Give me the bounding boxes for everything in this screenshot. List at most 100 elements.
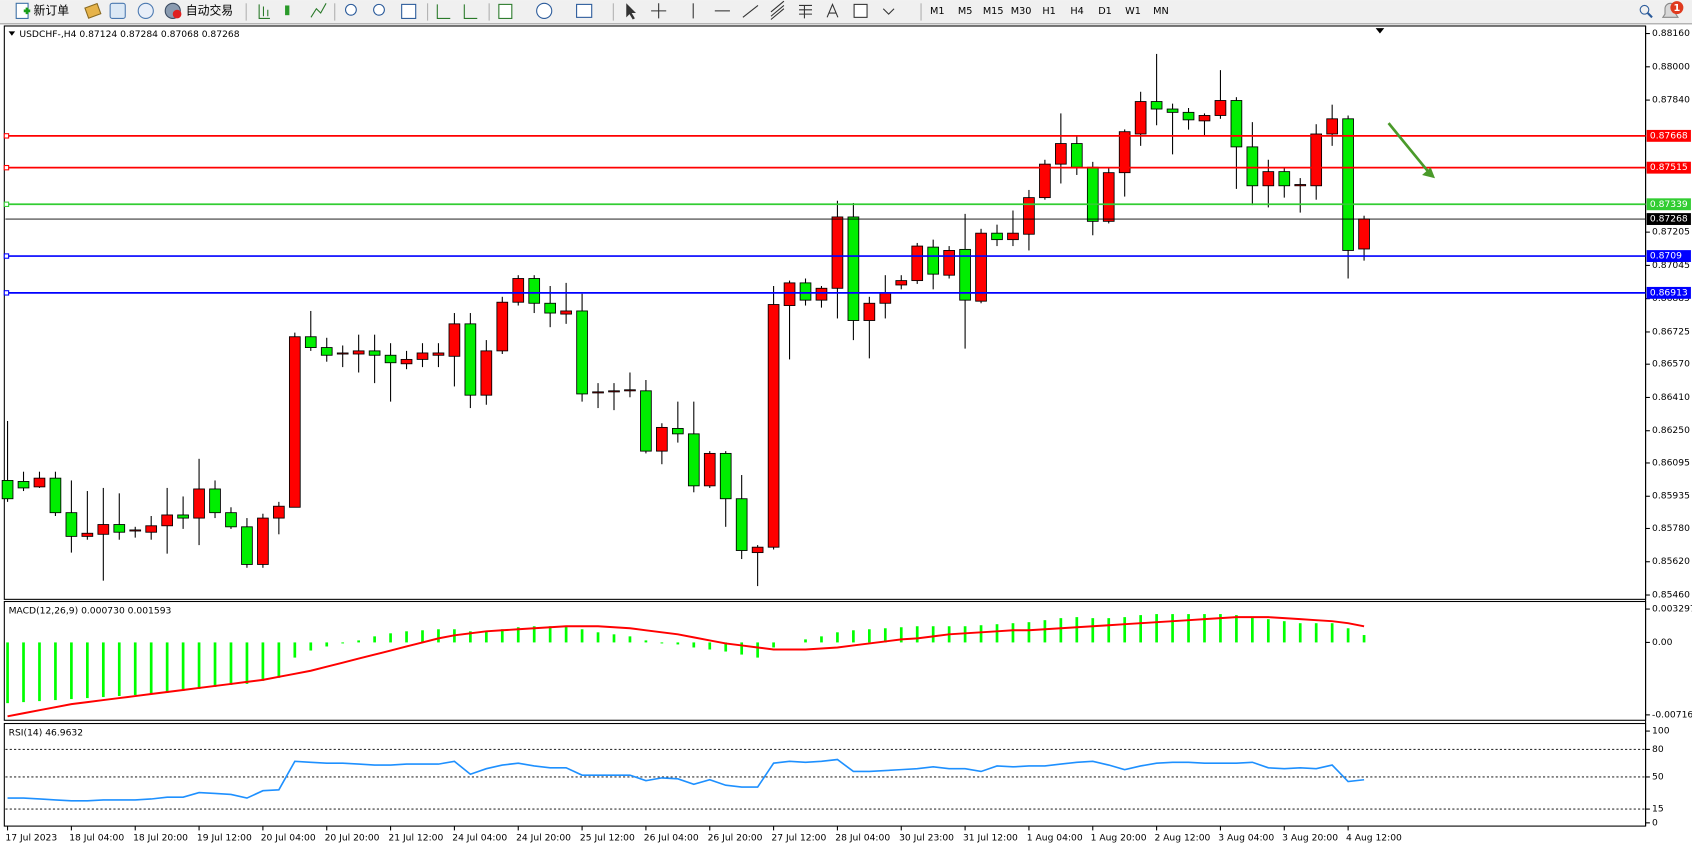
arrows-icon[interactable] (882, 8, 895, 15)
x-tick-label: 18 Jul 20:00 (133, 832, 188, 843)
market-icon[interactable] (109, 2, 126, 19)
candle-body (1023, 197, 1035, 235)
y-tick-label: 80 (1652, 744, 1664, 755)
candle-body (97, 524, 110, 535)
candle-body (480, 350, 493, 396)
x-tick-label: 25 Jul 12:00 (580, 832, 635, 843)
candle-body (1326, 118, 1338, 135)
x-tick-label: 30 Jul 23:00 (899, 832, 954, 843)
templates-icon[interactable] (576, 3, 593, 18)
y-tick-label: 0.86725 (1652, 326, 1690, 337)
new-order-button[interactable]: 新订单 (15, 2, 69, 19)
channel-icon[interactable] (770, 0, 785, 20)
y-tick-label: 0.87205 (1652, 227, 1690, 238)
timeframe-button[interactable]: H4 (1070, 6, 1083, 17)
zoom-in-icon[interactable] (344, 3, 357, 16)
candle-body (783, 282, 796, 306)
candle-body (336, 352, 349, 355)
search-icon[interactable] (1639, 4, 1650, 15)
candle-body (1342, 118, 1354, 251)
candle-body (320, 347, 333, 356)
auto-trading-button[interactable]: 自动交易 (164, 2, 233, 19)
candle-body (959, 248, 971, 301)
badge (1670, 1, 1684, 15)
cursor-icon[interactable] (626, 3, 636, 20)
periods-icon[interactable] (536, 2, 553, 19)
candle-body (177, 514, 189, 519)
x-tick-label: 24 Jul 20:00 (516, 832, 571, 843)
level-handle (3, 290, 10, 296)
text-icon[interactable] (826, 2, 839, 18)
crosshair-icon[interactable] (651, 3, 667, 19)
candle-body (512, 278, 525, 303)
line-chart-icon[interactable] (310, 3, 327, 18)
candle-chart-icon[interactable] (285, 5, 290, 16)
candle-body (767, 304, 780, 548)
candle-body (927, 246, 940, 275)
x-tick-label: 19 Jul 12:00 (197, 832, 252, 843)
candle-body (1150, 101, 1163, 110)
y-tick-label: 0.003297 (1652, 604, 1692, 615)
timeframe-button[interactable]: M15 (983, 6, 1004, 17)
timeframe-button[interactable]: D1 (1098, 6, 1112, 17)
plot-layer: 0.881600.880000.878400.872050.870450.868… (1, 28, 1692, 843)
label-icon[interactable] (853, 3, 868, 18)
level-label: 0.87268 (1650, 214, 1688, 225)
signals-icon[interactable] (137, 2, 154, 19)
zoom-out-icon[interactable] (373, 3, 385, 16)
candle-body (1086, 166, 1099, 222)
candle-body (1, 480, 14, 500)
candle-body (161, 514, 173, 527)
timeframe-button[interactable]: MN (1153, 6, 1169, 17)
x-tick-label: 1 Aug 20:00 (1091, 832, 1147, 843)
y-tick-label: 0.86250 (1652, 425, 1690, 436)
candle-body (193, 488, 205, 519)
timeframe-button[interactable]: M5 (958, 6, 973, 17)
candle-body (81, 532, 94, 537)
badge-count: 1 (1674, 3, 1681, 14)
indicators-icon[interactable] (498, 3, 513, 19)
candle-body (225, 512, 237, 528)
x-tick-label: 24 Jul 04:00 (452, 832, 507, 843)
timeframe-button[interactable]: W1 (1125, 6, 1141, 17)
auto-trading-label: 自动交易 (186, 3, 233, 17)
candle-body (1294, 184, 1307, 187)
level-label: 0.87668 (1650, 130, 1688, 141)
candle-body (1118, 131, 1131, 174)
timeframe-button[interactable]: H1 (1042, 6, 1055, 17)
candle-body (1166, 108, 1179, 113)
candle-body (1070, 143, 1083, 168)
x-tick-label: 28 Jul 04:00 (835, 832, 890, 843)
timeframe-button[interactable]: M30 (1011, 6, 1032, 17)
y-tick-label: 0.88000 (1652, 61, 1690, 72)
y-tick-label: 0.87840 (1652, 95, 1690, 106)
candle-body (304, 336, 317, 348)
fibo-icon[interactable] (799, 4, 812, 19)
candle-body (1310, 133, 1323, 187)
trendline-icon[interactable] (742, 5, 759, 18)
candle-body (592, 391, 604, 394)
chart-shift-icon[interactable] (463, 4, 478, 19)
candle-body (1262, 171, 1275, 187)
x-tick-label: 3 Aug 04:00 (1218, 832, 1274, 843)
rsi-line (7, 758, 1365, 802)
candle-body (241, 526, 253, 565)
y-tick-label: 0.85935 (1652, 491, 1690, 502)
candle-body (1230, 100, 1243, 148)
x-tick-label: 3 Aug 20:00 (1282, 832, 1338, 843)
candle-body (49, 477, 62, 514)
notifications[interactable]: 1 (1661, 1, 1684, 18)
autoscroll-icon[interactable] (436, 4, 451, 19)
level-label-box (1646, 198, 1691, 211)
history-icon[interactable] (84, 2, 102, 19)
level-label-box (1646, 129, 1691, 142)
candle-body (735, 498, 748, 551)
x-tick-label: 2 Aug 12:00 (1154, 832, 1210, 843)
bar-chart-icon[interactable] (258, 4, 270, 19)
y-tick-label: 0.85620 (1652, 556, 1690, 567)
tile-icon[interactable] (401, 3, 417, 19)
y-tick-label: 15 (1652, 804, 1664, 815)
timeframe-button[interactable]: M1 (930, 6, 945, 17)
candle-body (672, 428, 684, 435)
